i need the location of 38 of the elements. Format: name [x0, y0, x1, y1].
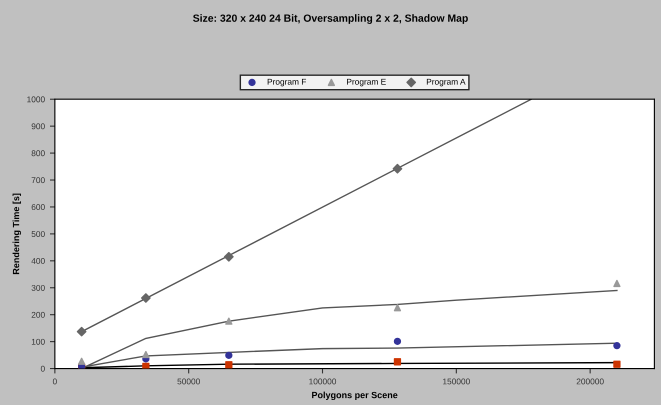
point — [225, 318, 232, 325]
point — [224, 252, 234, 262]
x-tick-label: 150000 — [443, 378, 470, 384]
point — [613, 360, 621, 368]
legend-label: Program E — [347, 78, 386, 86]
y-tick-label: 700 — [32, 177, 45, 184]
legend-label: Program A — [426, 78, 466, 86]
point — [394, 338, 402, 345]
y-tick-label: 200 — [32, 312, 45, 318]
y-axis-title: Rendering Time [s] — [12, 194, 22, 274]
x-tick-label: 0 — [52, 378, 57, 384]
legend-label: Program F — [268, 78, 306, 86]
point — [613, 342, 621, 350]
x-axis-title: Polygons per Scene — [312, 392, 398, 400]
point — [225, 352, 232, 359]
y-tick-label: 100 — [32, 338, 45, 345]
point — [142, 350, 150, 358]
y-tick-label: 800 — [32, 150, 45, 156]
point — [394, 304, 402, 312]
y-tick-label: 400 — [31, 258, 45, 264]
y-tick-label: 500 — [32, 231, 45, 237]
point — [78, 358, 86, 365]
point — [225, 361, 232, 368]
point — [392, 164, 402, 174]
point — [76, 326, 86, 337]
chart-title: Size: 320 x 240 24 Bit, Oversampling 2 x 2, Shadow Map — [193, 14, 468, 24]
point — [613, 280, 621, 288]
point — [141, 293, 151, 303]
y-tick-label: 1000 — [27, 96, 45, 102]
point — [394, 358, 402, 366]
x-tick-label: 50000 — [177, 378, 200, 384]
y-tick-label: 900 — [32, 123, 45, 130]
y-tick-label: 600 — [32, 204, 45, 210]
x-tick-label: 100000 — [309, 378, 336, 384]
y-tick-label: 300 — [32, 284, 45, 291]
y-tick-label: 0 — [40, 366, 45, 372]
x-tick-label: 200000 — [576, 378, 604, 384]
point — [142, 362, 150, 369]
